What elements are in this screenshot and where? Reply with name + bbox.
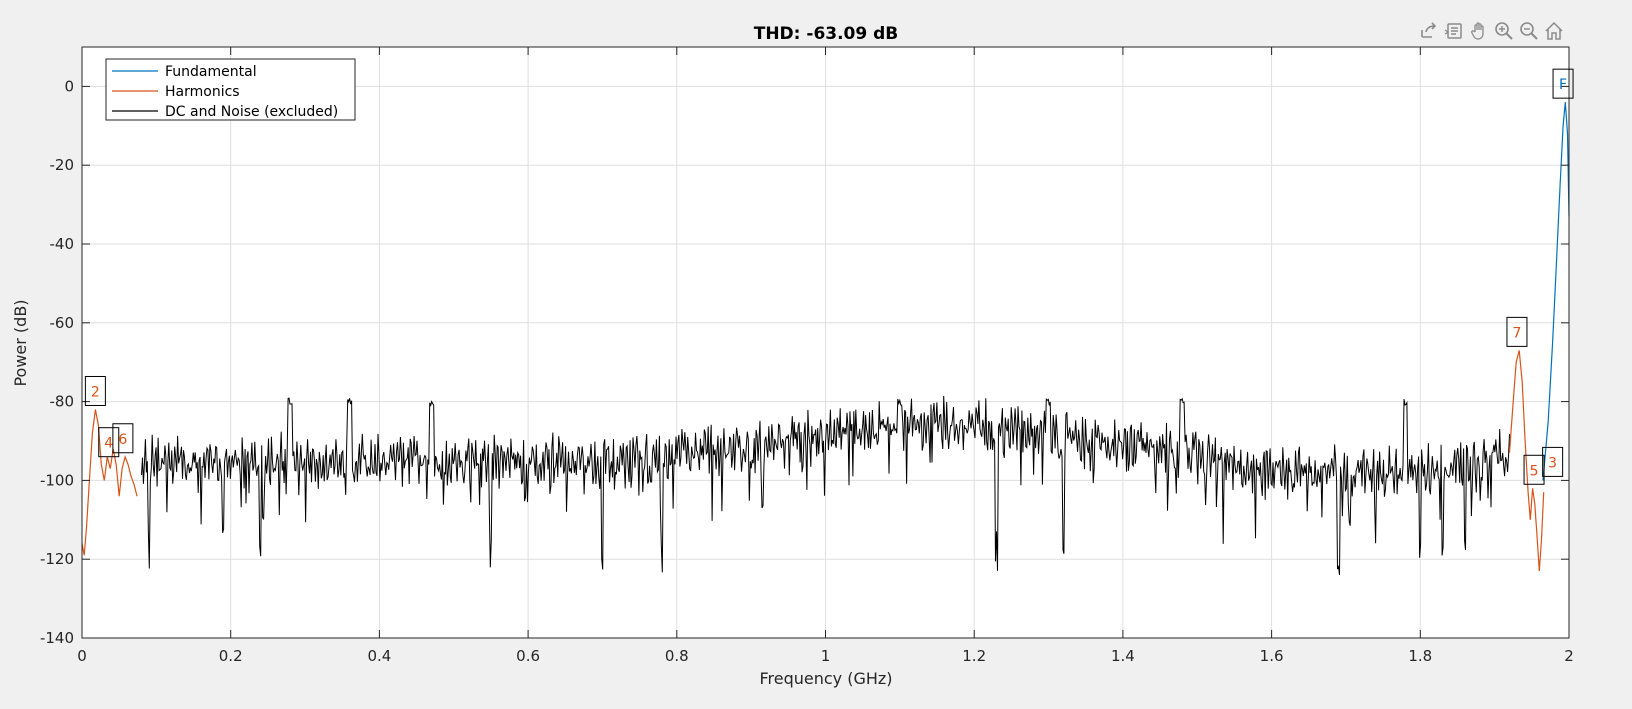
legend-entry: DC and Noise (excluded) [165, 104, 338, 120]
home-button[interactable] [1543, 20, 1565, 42]
zoom-out-icon [1520, 22, 1538, 40]
legend-entry: Harmonics [165, 84, 240, 100]
noise-series-line [141, 395, 1510, 575]
x-tick-label: 0.8 [665, 647, 689, 665]
harmonic-marker[interactable]: F [1552, 68, 1574, 99]
x-tick-label: 0 [77, 647, 87, 665]
x-tick-label: 1 [821, 647, 831, 665]
x-tick-label: 1.8 [1408, 647, 1432, 665]
harmonics-series-line [1508, 350, 1545, 572]
y-tick-label: -80 [50, 393, 75, 411]
x-tick-label: 2 [1564, 647, 1574, 665]
harmonic-marker[interactable]: 7 [1506, 316, 1528, 347]
marker-box [1506, 316, 1528, 347]
harmonics-series-line [81, 409, 138, 556]
harmonic-marker[interactable]: 2 [84, 375, 106, 406]
x-tick-label: 0.4 [367, 647, 391, 665]
x-tick-label: 1.4 [1111, 647, 1135, 665]
legend[interactable]: Fundamental Harmonics DC and Noise (exclud… [105, 58, 356, 121]
x-tick-label: 1.2 [962, 647, 986, 665]
harmonic-marker[interactable]: 3 [1542, 446, 1564, 477]
home-icon [1545, 21, 1563, 40]
y-tick-label: -140 [40, 629, 74, 647]
export-button[interactable] [1418, 20, 1440, 42]
marker-label: 2 [91, 384, 100, 400]
marker-label: 4 [104, 436, 113, 452]
x-tick-label: 0.6 [516, 647, 540, 665]
marker-box [112, 423, 134, 454]
harmonic-markers: F 2 3 4 5 6 7 [84, 68, 1574, 485]
y-tick-label: -100 [40, 471, 74, 489]
data-tips-button[interactable] [1443, 20, 1465, 42]
x-axis-label: Frequency (GHz) [759, 669, 892, 688]
legend-box [105, 58, 356, 121]
harmonic-marker[interactable]: 5 [1523, 454, 1545, 485]
y-tick-label: -20 [50, 156, 75, 174]
export-icon [1421, 22, 1437, 38]
fundamental-series-line [1542, 102, 1570, 481]
marker-box [1523, 454, 1545, 485]
axis-ticks: 0 0.2 0.4 0.6 0.8 1 1.2 1.4 1.6 1.8 2 -140 -120 -100 -… [40, 47, 1574, 665]
plot-lines [81, 102, 1570, 575]
y-tick-label: -120 [40, 550, 74, 568]
zoom-out-button[interactable] [1518, 20, 1540, 42]
axes-toolbar [1418, 20, 1565, 42]
zoom-in-icon [1495, 22, 1513, 40]
marker-label: 5 [1530, 463, 1539, 479]
y-tick-label: -40 [50, 235, 75, 253]
y-axis-label: Power (dB) [11, 299, 30, 386]
zoom-in-button[interactable] [1493, 20, 1515, 42]
marker-label: 6 [118, 432, 127, 448]
data-tips-icon [1444, 23, 1462, 39]
y-tick-label: 0 [64, 77, 74, 95]
marker-box [98, 427, 120, 458]
chart-title: THD: -63.09 dB [754, 24, 899, 44]
marker-box [1552, 68, 1574, 99]
legend-entry: Fundamental [165, 64, 257, 80]
harmonic-marker[interactable]: 6 [112, 423, 134, 454]
marker-box [84, 375, 106, 406]
pan-button[interactable] [1468, 20, 1490, 42]
marker-label: 3 [1548, 455, 1557, 471]
x-tick-label: 0.2 [219, 647, 243, 665]
marker-label: 7 [1512, 325, 1521, 341]
marker-box [1542, 446, 1564, 477]
pan-icon [1471, 22, 1484, 40]
x-tick-label: 1.6 [1260, 647, 1284, 665]
y-tick-label: -60 [50, 314, 75, 332]
harmonic-marker[interactable]: 4 [98, 427, 120, 458]
marker-label: F [1559, 77, 1567, 93]
